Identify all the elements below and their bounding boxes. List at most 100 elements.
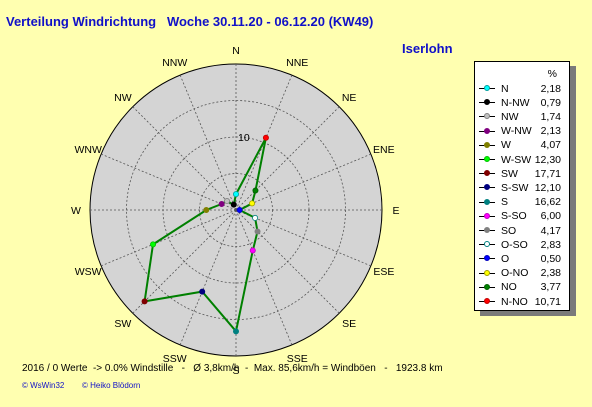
direction-label-n: N	[232, 45, 240, 57]
data-point-nnw	[230, 201, 237, 208]
legend-value: 4,07	[540, 139, 561, 152]
legend-value: 2,83	[540, 238, 561, 251]
legend-item: S-SW 12,10	[479, 181, 565, 194]
legend-value: 0,79	[540, 96, 561, 109]
legend-item: S 16,62	[479, 196, 565, 209]
legend-value: 16,62	[534, 196, 561, 209]
legend-unit: %	[547, 68, 557, 80]
legend-marker-icon	[479, 110, 495, 123]
legend-item: SW 17,71	[479, 167, 565, 180]
legend-label: NW	[501, 110, 519, 123]
direction-label-nw: NW	[114, 92, 132, 104]
direction-label-w: W	[71, 205, 81, 217]
legend-marker-icon	[479, 210, 495, 223]
legend-label: O-NO	[501, 267, 529, 280]
legend-value: 6,00	[540, 210, 561, 223]
direction-label-s: S	[232, 365, 239, 377]
rose-spoke	[235, 209, 340, 314]
data-point-ene	[249, 200, 256, 207]
direction-label-ssw: SSW	[163, 353, 187, 365]
data-point-e	[236, 206, 243, 213]
legend-marker-icon	[479, 153, 495, 166]
legend-marker-icon	[479, 96, 495, 109]
legend-label: W	[501, 139, 511, 152]
rose-spoke	[235, 106, 340, 211]
legend-item: N-NW 0,79	[479, 96, 565, 109]
legend-item: SO 4,17	[479, 224, 565, 237]
legend-item: O 0,50	[479, 252, 565, 265]
legend-value: 0,50	[540, 252, 561, 265]
legend-item: W-NW 2,13	[479, 125, 565, 138]
copyright-wswin: © WsWin32	[22, 381, 65, 390]
rose-spoke	[235, 153, 372, 211]
data-point-w	[203, 206, 210, 213]
rose-spoke	[235, 209, 372, 267]
legend-marker-icon	[479, 281, 495, 294]
direction-label-e: E	[392, 205, 399, 217]
legend-label: N-NO	[501, 295, 528, 308]
legend-item: NO 3,77	[479, 281, 565, 294]
rose-spoke	[100, 209, 237, 267]
legend-value: 10,71	[534, 295, 561, 308]
wind-series	[141, 134, 269, 335]
direction-label-wnw: WNW	[74, 144, 101, 156]
legend-value: 1,74	[540, 110, 561, 123]
direction-label-se: SE	[342, 318, 356, 330]
rose-spoke	[179, 209, 237, 346]
data-point-nne	[262, 134, 269, 141]
legend-label: NO	[501, 281, 517, 294]
rose-spoke	[235, 209, 293, 346]
direction-label-sw: SW	[114, 318, 131, 330]
legend-item: NW 1,74	[479, 110, 565, 123]
rose-spoke	[100, 153, 237, 211]
data-point-se	[254, 228, 261, 235]
legend-label: SO	[501, 224, 517, 237]
legend-marker-icon	[479, 82, 495, 95]
station-name: Iserlohn	[402, 41, 453, 56]
legend-label: S-SW	[501, 181, 529, 194]
legend-marker-icon	[479, 181, 495, 194]
legend-marker-icon	[479, 125, 495, 138]
data-point-ne	[252, 187, 259, 194]
data-point-ssw	[199, 288, 206, 295]
rose-spoke	[132, 209, 237, 314]
legend-item: N-NO 10,71	[479, 295, 565, 308]
legend: % N 2,18 N-NW 0,79 NW 1,74 W-NW 2,13 W 4,07 W-SW 12…	[474, 61, 570, 311]
legend-label: N-NW	[501, 96, 530, 109]
chart-title: Verteilung Windrichtung Woche 30.11.20 -…	[6, 14, 374, 29]
legend-marker-icon	[479, 252, 495, 265]
legend-value: 4,17	[540, 224, 561, 237]
legend-marker-icon	[479, 167, 495, 180]
legend-value: 2,38	[540, 267, 561, 280]
legend-item: N 2,18	[479, 82, 565, 95]
data-point-nw	[224, 198, 231, 205]
legend-value: 2,18	[540, 82, 561, 95]
direction-label-ese: ESE	[373, 266, 394, 278]
legend-value: 2,13	[540, 125, 561, 138]
data-point-wnw	[218, 201, 225, 208]
legend-marker-icon	[479, 295, 495, 308]
legend-label: W-NW	[501, 125, 532, 138]
legend-value: 3,77	[540, 281, 561, 294]
rose-background	[89, 63, 383, 357]
rose-spoke	[179, 74, 237, 211]
legend-label: O	[501, 252, 510, 265]
data-point-s	[232, 328, 239, 335]
legend-marker-icon	[479, 196, 495, 209]
direction-label-ne: NE	[342, 92, 357, 104]
direction-label-wsw: WSW	[75, 266, 102, 278]
legend-item: W 4,07	[479, 139, 565, 152]
legend-value: 12,10	[534, 181, 561, 194]
direction-label-nne: NNE	[286, 57, 308, 69]
data-point-sse	[249, 247, 256, 254]
copyright-author: © Heiko Blödorn	[82, 381, 141, 390]
data-point-sw	[141, 298, 148, 305]
data-point-ese	[252, 214, 259, 221]
legend-value: 12,30	[534, 153, 561, 166]
legend-marker-icon	[479, 267, 495, 280]
legend-item: S-SO 6,00	[479, 210, 565, 223]
direction-label-nnw: NNW	[162, 57, 187, 69]
rose-spoke	[132, 106, 237, 211]
legend-label: N	[501, 82, 509, 95]
